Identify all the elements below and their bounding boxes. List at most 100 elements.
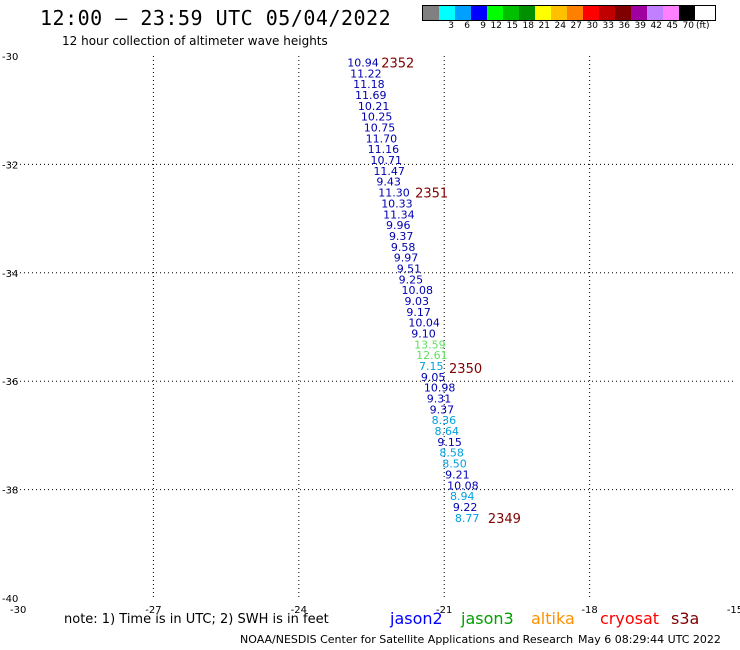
scale-label: 21 bbox=[538, 21, 550, 31]
wave-height-value: 11.70 bbox=[366, 132, 398, 145]
wave-height-value: 8.64 bbox=[435, 425, 460, 438]
wave-height-value: 11.16 bbox=[368, 143, 400, 156]
legend-item-s3a: s3a bbox=[671, 609, 700, 628]
wave-height-value: 9.97 bbox=[394, 252, 419, 265]
scale-label: 27 bbox=[570, 21, 582, 31]
wave-height-value: 9.37 bbox=[389, 230, 414, 243]
scale-swatch bbox=[567, 6, 583, 20]
y-tick-label: -36 bbox=[2, 377, 18, 388]
wave-height-value: 10.21 bbox=[358, 100, 390, 113]
note-text: note: 1) Time is in UTC; 2) SWH is in fe… bbox=[64, 612, 329, 627]
wave-height-value: 9.37 bbox=[430, 403, 455, 416]
wave-height-value: 10.04 bbox=[408, 317, 440, 330]
orbit-time-label: 2349 bbox=[488, 512, 521, 527]
wave-height-value: 10.33 bbox=[381, 197, 413, 210]
wave-height-value: 9.21 bbox=[445, 468, 470, 481]
color-scale: 3 6 9 12 15 18 21 24 27 30 33 36 39 42 45 70 (ft) bbox=[422, 5, 716, 31]
wave-height-value: 10.08 bbox=[447, 479, 479, 492]
color-scale-labels: 3 6 9 12 15 18 21 24 27 30 33 36 39 42 45 70 (ft) bbox=[422, 21, 716, 31]
scale-swatch bbox=[519, 6, 535, 20]
scale-label: 6 bbox=[464, 21, 470, 31]
scale-label: 24 bbox=[554, 21, 566, 31]
scale-unit: (ft) bbox=[696, 21, 710, 31]
wave-height-value: 10.94 bbox=[347, 57, 379, 70]
scale-swatch bbox=[439, 6, 455, 20]
wave-height-value: 11.22 bbox=[350, 67, 382, 80]
x-tick-label: -27 bbox=[145, 605, 161, 616]
legend-item-jason2: jason2 bbox=[390, 609, 443, 628]
wave-height-value: 12.61 bbox=[416, 349, 448, 362]
y-tick-label: -32 bbox=[2, 160, 18, 171]
y-tick-label: -40 bbox=[2, 594, 18, 605]
scale-swatch bbox=[631, 6, 647, 20]
wave-height-value: 8.36 bbox=[432, 414, 457, 427]
wave-height-value: 9.10 bbox=[411, 328, 436, 341]
y-tick-label: -34 bbox=[2, 269, 18, 280]
wave-height-value: 9.05 bbox=[421, 371, 446, 384]
footer-credit: NOAA/NESDIS Center for Satellite Applica… bbox=[240, 633, 574, 646]
scale-label: 39 bbox=[634, 21, 646, 31]
scale-label: 42 bbox=[650, 21, 662, 31]
wave-height-value: 10.71 bbox=[371, 154, 403, 167]
x-tick-label: -18 bbox=[581, 605, 597, 616]
y-tick-label: -38 bbox=[2, 486, 18, 497]
wave-height-value: 9.25 bbox=[399, 273, 424, 286]
scale-label: 12 bbox=[490, 21, 502, 31]
scale-label: 45 bbox=[666, 21, 678, 31]
wave-height-value: 11.18 bbox=[353, 78, 385, 91]
scale-swatch bbox=[679, 6, 695, 20]
x-tick-label: -24 bbox=[291, 605, 307, 616]
scale-swatch bbox=[535, 6, 551, 20]
wave-height-value: 9.22 bbox=[453, 501, 478, 514]
scale-label: 30 bbox=[586, 21, 598, 31]
wave-height-value: 9.03 bbox=[404, 295, 429, 308]
wave-height-value: 8.77 bbox=[455, 512, 480, 525]
wave-height-value: 11.30 bbox=[378, 187, 410, 200]
scale-swatch bbox=[503, 6, 519, 20]
page-subtitle: 12 hour collection of altimeter wave hei… bbox=[62, 34, 328, 48]
scale-swatch bbox=[647, 6, 663, 20]
wave-height-value: 11.47 bbox=[373, 165, 405, 178]
legend-item-altika: altika bbox=[531, 609, 575, 628]
color-scale-bar bbox=[422, 5, 716, 21]
scale-swatch bbox=[615, 6, 631, 20]
wave-height-value: 10.75 bbox=[364, 122, 396, 135]
wave-height-value: 11.34 bbox=[383, 208, 415, 221]
scale-swatch bbox=[471, 6, 487, 20]
footer-timestamp: May 6 08:29:44 UTC 2022 bbox=[578, 633, 721, 646]
scale-swatch bbox=[487, 6, 503, 20]
scale-label: 3 bbox=[448, 21, 454, 31]
orbit-time-label: 2351 bbox=[415, 187, 448, 202]
wave-height-value: 9.15 bbox=[437, 436, 462, 449]
scale-swatch bbox=[663, 6, 679, 20]
wave-height-value: 10.08 bbox=[402, 284, 434, 297]
scale-label: 70 bbox=[682, 21, 694, 31]
orbit-time-label: 2352 bbox=[381, 57, 414, 72]
scale-swatch bbox=[583, 6, 599, 20]
wave-height-value: 8.58 bbox=[439, 447, 464, 460]
scale-label: 33 bbox=[602, 21, 614, 31]
y-tick-label: -30 bbox=[2, 52, 18, 63]
wave-height-value: 8.94 bbox=[450, 490, 475, 503]
x-tick-label: -21 bbox=[436, 605, 452, 616]
wave-height-value: 13.59 bbox=[414, 338, 446, 351]
scale-swatch bbox=[423, 6, 439, 20]
scale-swatch bbox=[551, 6, 567, 20]
orbit-time-label: 2350 bbox=[449, 362, 482, 377]
scale-label: 9 bbox=[480, 21, 486, 31]
wave-height-value: 10.98 bbox=[424, 382, 456, 395]
wave-height-value: 9.31 bbox=[427, 393, 452, 406]
wave-height-value: 11.69 bbox=[355, 89, 387, 102]
wave-height-value: 10.25 bbox=[361, 111, 393, 124]
wave-height-value: 9.51 bbox=[397, 262, 422, 275]
scale-swatch bbox=[455, 6, 471, 20]
wave-height-value: 9.43 bbox=[376, 176, 401, 189]
scale-label: 15 bbox=[506, 21, 518, 31]
x-tick-label: -30 bbox=[10, 605, 26, 616]
wave-height-value: 8.50 bbox=[442, 458, 467, 471]
scale-swatch bbox=[599, 6, 615, 20]
wave-height-value: 7.15 bbox=[419, 360, 444, 373]
page-title: 12:00 – 23:59 UTC 05/04/2022 bbox=[40, 6, 392, 30]
legend-item-cryosat: cryosat bbox=[600, 609, 660, 628]
